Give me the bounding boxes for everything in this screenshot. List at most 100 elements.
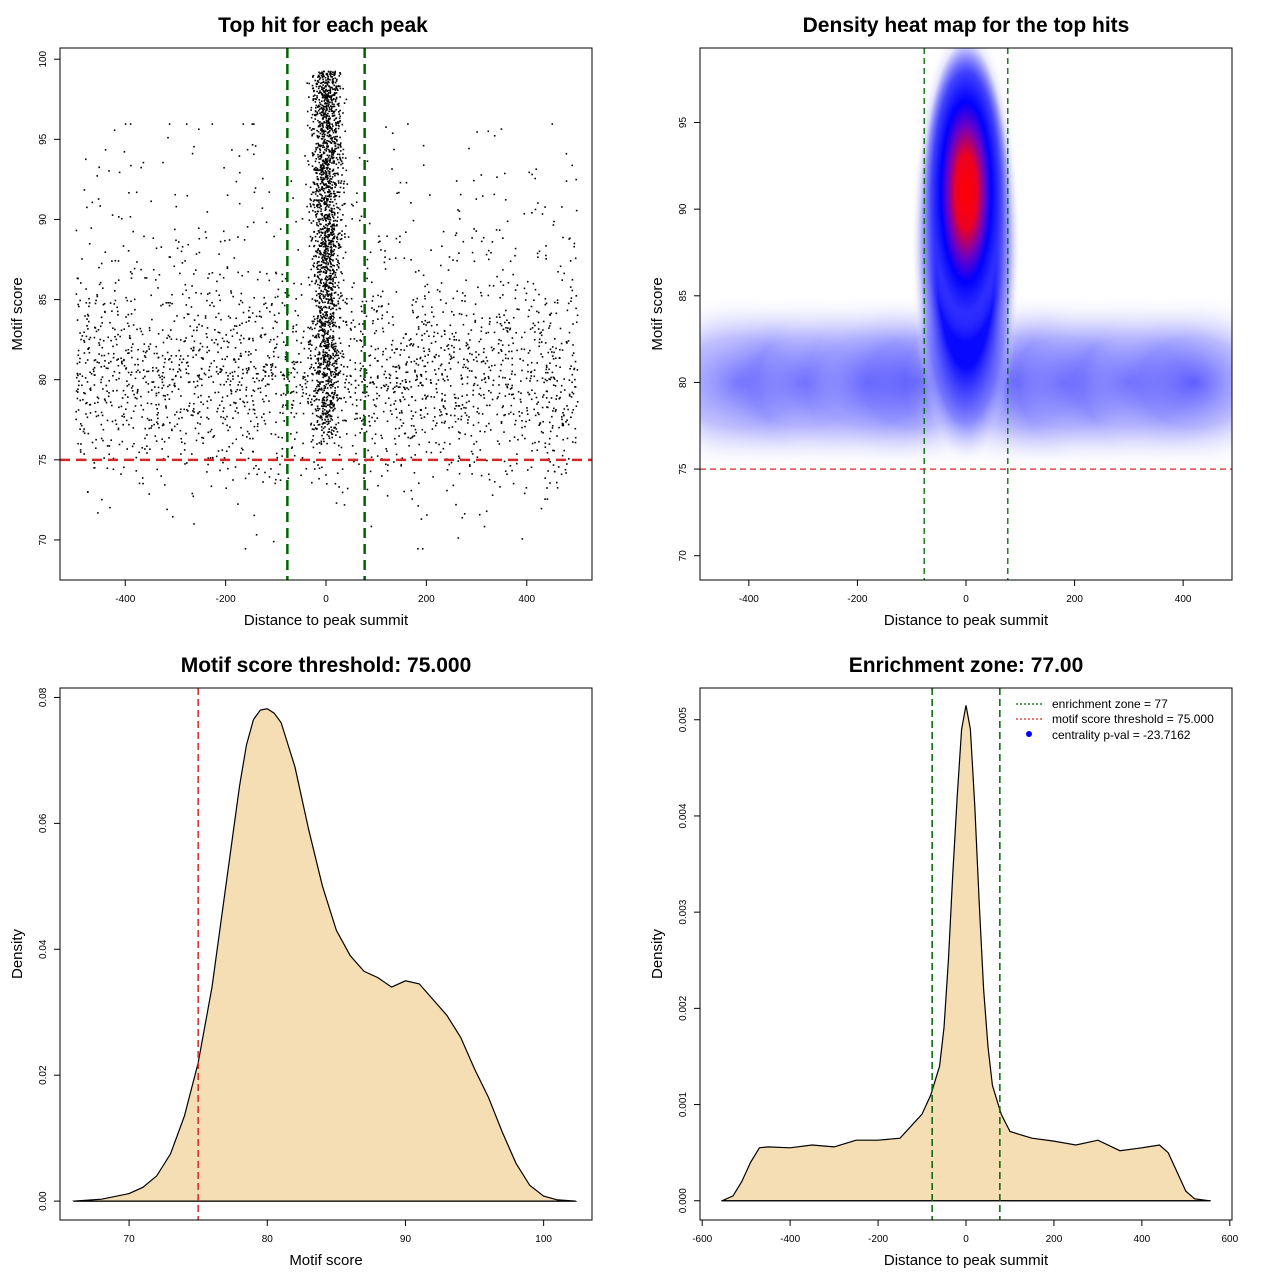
- scatter-point: [531, 442, 534, 445]
- scatter-point: [451, 344, 453, 347]
- scatter-point: [488, 404, 491, 407]
- scatter-point: [433, 407, 436, 409]
- scatter-point: [537, 328, 540, 330]
- scatter-point: [432, 419, 435, 422]
- scatter-point: [131, 390, 134, 392]
- scatter-point: [262, 369, 265, 372]
- scatter-point: [75, 376, 78, 379]
- scatter-point: [228, 446, 230, 448]
- scatter-point: [326, 311, 328, 313]
- scatter-point: [328, 150, 331, 152]
- scatter-point: [120, 361, 123, 364]
- scatter-point: [170, 338, 173, 340]
- scatter-point: [550, 397, 553, 399]
- scatter-point: [382, 350, 384, 353]
- scatter-point: [323, 100, 326, 102]
- scatter-point: [384, 370, 387, 373]
- scatter-point: [334, 98, 337, 101]
- scatter-point: [341, 409, 343, 412]
- scatter-point: [473, 443, 475, 445]
- scatter-point: [227, 378, 229, 380]
- heatmap-x-tick-label: 0: [963, 594, 969, 605]
- scatter-point: [324, 305, 326, 308]
- scatter-point: [281, 280, 284, 283]
- scatter-point: [98, 344, 101, 346]
- scatter-point: [87, 328, 89, 330]
- scatter-point: [350, 383, 353, 386]
- scatter-point: [488, 422, 490, 425]
- scatter-point: [317, 409, 319, 412]
- scatter-point: [454, 420, 457, 423]
- scatter-point: [128, 423, 130, 426]
- scatter-point: [293, 376, 296, 378]
- scatter-point: [338, 357, 340, 359]
- scatter-point: [318, 231, 320, 234]
- scatter-point: [466, 343, 469, 346]
- scatter-point: [327, 324, 330, 326]
- scatter-point: [325, 282, 327, 285]
- scatter-point: [425, 451, 428, 453]
- scatter-point: [304, 155, 306, 157]
- scatter-point: [332, 346, 335, 348]
- scatter-point: [100, 262, 103, 265]
- scatter-point: [533, 299, 535, 301]
- scatter-point: [340, 292, 342, 294]
- scatter-point: [317, 109, 320, 112]
- scatter-point: [277, 356, 280, 359]
- scatter-point: [499, 280, 502, 283]
- scatter-point: [496, 440, 499, 442]
- scatter-point: [334, 347, 337, 350]
- scatter-point: [302, 412, 305, 415]
- scatter-point: [326, 387, 329, 389]
- scatter-point: [326, 374, 328, 377]
- scatter-point: [332, 156, 335, 159]
- scatter-point: [331, 288, 333, 290]
- scatter-point: [462, 240, 465, 243]
- scatter-point: [326, 94, 328, 96]
- scatter-point: [338, 337, 341, 340]
- scatter-point: [332, 77, 335, 80]
- scatter-point: [318, 302, 321, 304]
- scatter-point: [171, 429, 173, 432]
- scatter-point: [100, 316, 103, 319]
- scatter-point: [483, 378, 486, 381]
- scatter-y-tick-label: 80: [38, 374, 49, 386]
- scatter-point: [337, 354, 339, 357]
- scatter-point: [239, 171, 241, 174]
- scatter-point: [329, 150, 332, 153]
- scatter-point: [453, 393, 456, 396]
- scatter-point: [240, 334, 242, 337]
- scatter-point: [333, 162, 335, 164]
- scatter-point: [484, 430, 486, 433]
- scatter-point: [483, 525, 486, 528]
- scatter-point: [328, 81, 330, 84]
- scatter-point: [319, 329, 321, 331]
- scatter-point: [142, 369, 145, 371]
- scatter-point: [316, 134, 319, 137]
- scatter-point: [263, 365, 266, 368]
- scatter-point: [258, 379, 260, 382]
- scatter-point: [155, 440, 158, 442]
- scatter-point: [469, 464, 471, 466]
- scatter-point: [480, 474, 483, 477]
- scatter-point: [331, 336, 333, 339]
- scatter-point: [266, 383, 269, 386]
- scatter-point: [242, 449, 244, 451]
- scatter-point: [326, 292, 329, 295]
- scatter-point: [245, 395, 248, 397]
- scatter-point: [313, 181, 315, 184]
- scatter-point: [354, 368, 357, 371]
- scatter-point: [480, 240, 483, 243]
- scatter-point: [146, 445, 148, 447]
- scatter-point: [331, 300, 334, 303]
- scatter-point: [318, 370, 321, 372]
- scatter-point: [202, 358, 204, 360]
- scatter-point: [436, 289, 439, 291]
- scatter-point: [349, 374, 352, 377]
- scatter-point: [518, 410, 520, 413]
- scatter-point: [327, 293, 329, 296]
- scatter-point: [485, 253, 488, 256]
- scatter-point: [416, 378, 418, 381]
- scatter-point: [327, 345, 330, 348]
- scatter-point: [558, 357, 561, 359]
